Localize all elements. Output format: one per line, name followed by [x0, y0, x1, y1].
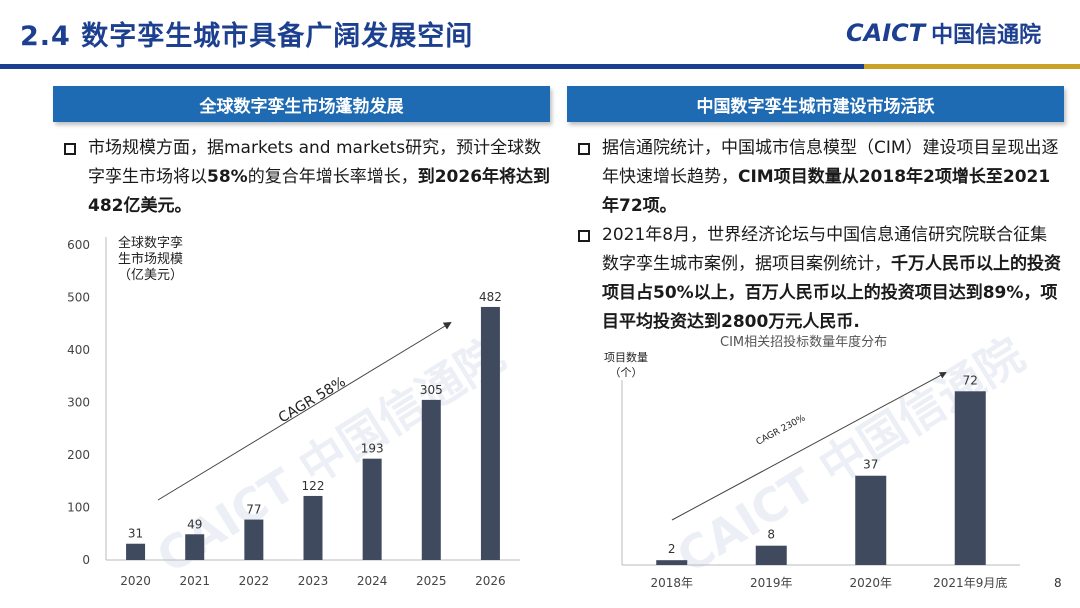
ylabel-line: 项目数量 [604, 351, 648, 364]
bar [480, 306, 500, 560]
checkbox-bullet-icon [64, 143, 76, 155]
bullet-bold: 千万人民币以上的投资项目占50%以上，百万人民币以上的投资项目达到89%，项目平… [602, 254, 1061, 332]
data-label: 482 [479, 290, 502, 304]
bullet-text: 2021年8月，世界经济论坛与中国信息通信研究院联合征集数字孪生城市案例，据项目… [602, 225, 1048, 274]
data-label: 72 [963, 373, 978, 387]
bullet-item: 据信通院统计，中国城市信息模型（CIM）建设项目呈现出逐年快速增长趋势，CIM项… [578, 134, 1062, 221]
checkbox-bullet-icon [578, 230, 590, 242]
cagr-arrow [157, 321, 452, 501]
y-tick-label: 0 [82, 553, 90, 567]
bullet-text: 市场规模方面，据markets and markets研究，预计全球数字孪生市场… [88, 138, 542, 187]
logo-zh: 中国信通院 [931, 23, 1042, 48]
bullet-text: 的复合年增长率增长， [247, 167, 418, 187]
y-tick-label: 600 [67, 238, 90, 252]
y-tick-label: 100 [67, 501, 90, 515]
cagr-arrow [671, 372, 947, 521]
bar [855, 475, 887, 565]
bar [954, 391, 986, 565]
bullet-bold: CIM项目数量从2018年2项增长至2021年72项。 [602, 167, 1051, 216]
data-label: 8 [767, 528, 775, 542]
ylabel-line: 生市场规模 [118, 252, 184, 267]
data-label: 31 [128, 527, 143, 541]
logo-en: CAICT [846, 19, 926, 47]
data-label: 193 [361, 442, 384, 456]
bullet-bold: 58% [207, 167, 248, 187]
right-bullet-list: 据信通院统计，中国城市信息模型（CIM）建设项目呈现出逐年快速增长趋势，CIM项… [578, 134, 1062, 337]
bullet-text: 据信通院统计，中国城市信息模型（CIM）建设项目呈现出逐年快速增长趋势， [602, 138, 1059, 187]
bullet-item: 2021年8月，世界经济论坛与中国信息通信研究院联合征集数字孪生城市案例，据项目… [578, 221, 1062, 337]
bar [303, 495, 323, 560]
page-number: 8 [1054, 576, 1062, 590]
y-tick-label: 200 [67, 448, 90, 462]
left-chart-ylabel: 全球数字孪 生市场规模 （亿美元） [118, 236, 183, 284]
right-chart-ylabel: 项目数量 （个） [604, 350, 648, 380]
data-label: 77 [246, 503, 261, 517]
checkbox-bullet-icon [578, 143, 590, 155]
bullet-item: 市场规模方面，据markets and markets研究，预计全球数字孪生市场… [64, 134, 552, 221]
page-title: 2.4 数字孪生城市具备广阔发展空间 [20, 21, 474, 52]
x-tick-label: 2018年 [650, 576, 693, 590]
bar [362, 458, 382, 560]
cagr-annotation: CAGR 230% [755, 413, 808, 447]
y-tick-label: 300 [67, 396, 90, 410]
x-tick-label: 2020 [120, 574, 151, 588]
y-tick-label: 400 [67, 343, 90, 357]
bar [244, 519, 264, 560]
x-tick-label: 2025 [416, 574, 447, 588]
data-label: 2 [668, 542, 676, 556]
title-divider [0, 64, 1080, 69]
x-tick-label: 2022 [239, 574, 270, 588]
data-label: 37 [863, 458, 878, 472]
x-tick-label: 2019年 [750, 576, 793, 590]
bar [656, 560, 688, 565]
bar [185, 534, 205, 560]
bar [755, 545, 787, 565]
bar [126, 543, 146, 560]
x-tick-label: 2021年9月底 [933, 575, 1007, 590]
bullet-bold: 到2026年将达到482亿美元。 [88, 167, 551, 216]
left-panel-heading: 全球数字孪生市场蓬勃发展 [53, 86, 550, 122]
y-tick-label: 500 [67, 291, 90, 305]
data-label: 49 [187, 517, 202, 531]
x-tick-label: 2023 [298, 574, 329, 588]
right-panel-heading: 中国数字孪生城市建设市场活跃 [567, 86, 1064, 122]
data-label: 122 [302, 479, 325, 493]
x-tick-label: 2026 [475, 574, 506, 588]
ylabel-line: 全球数字孪 [118, 236, 184, 251]
caict-logo: CAICT 中国信通院 [846, 16, 1041, 50]
ylabel-line: （个） [609, 366, 643, 379]
data-label: 305 [420, 383, 443, 397]
x-tick-label: 2024 [357, 574, 388, 588]
right-chart-title: CIM相关招投标数量年度分布 [720, 335, 888, 350]
left-bullet-list: 市场规模方面，据markets and markets研究，预计全球数字孪生市场… [64, 134, 552, 221]
ylabel-line: （亿美元） [118, 268, 184, 283]
x-tick-label: 2021 [179, 574, 210, 588]
x-tick-label: 2020年 [849, 576, 892, 590]
left-bar-chart: 0 100 200 300 400 500 600 31 2020 49 2021 77 2022 122… [67, 237, 520, 588]
bar [421, 399, 441, 560]
